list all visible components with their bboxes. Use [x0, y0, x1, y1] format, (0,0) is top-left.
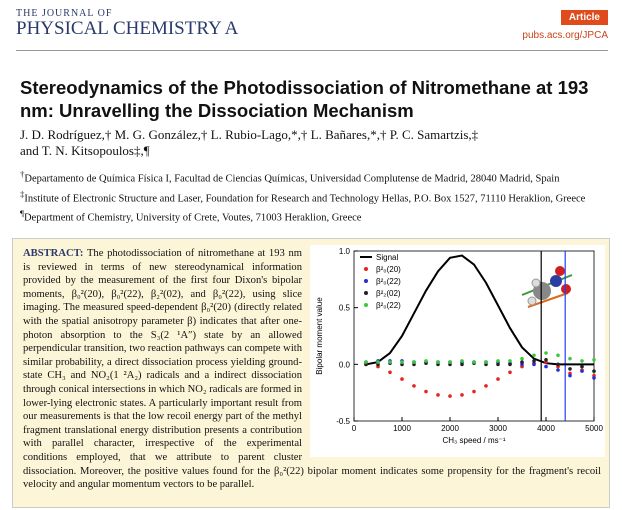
- data-point: [532, 362, 536, 367]
- data-point: [376, 360, 380, 364]
- data-point: [424, 389, 428, 394]
- x-tick-label: 1000: [393, 424, 411, 433]
- journal-url[interactable]: pubs.acs.org/JPCA: [522, 30, 608, 41]
- data-point: [436, 393, 440, 397]
- aff-mark: ‡: [20, 188, 25, 199]
- journal-top: THE JOURNAL OF: [16, 8, 113, 19]
- legend-label: β²₂(02): [376, 289, 401, 298]
- legend-swatch: [364, 303, 368, 307]
- data-point: [568, 367, 572, 371]
- abstract-label: ABSTRACT:: [23, 248, 84, 259]
- data-point: [472, 360, 476, 364]
- data-point: [544, 358, 548, 362]
- data-point: [520, 356, 524, 361]
- data-point: [580, 364, 584, 369]
- data-point: [592, 376, 596, 380]
- y-tick-label: 1.0: [339, 247, 351, 256]
- legend-label: β²₀(22): [376, 301, 401, 310]
- data-point: [388, 370, 392, 375]
- data-point: [496, 362, 500, 367]
- chart: -0.5 0.0 0.5 1.0 0 1000 2000 3000 4000 5000 CH₃ sp…: [315, 247, 603, 445]
- y-tick-label: 0.0: [339, 360, 351, 369]
- data-point: [568, 373, 572, 378]
- x-tick-label: 3000: [489, 424, 507, 433]
- data-point: [508, 359, 512, 363]
- data-point: [532, 353, 536, 358]
- journal-name: PHYSICAL CHEMISTRY A: [16, 18, 239, 39]
- data-point: [508, 362, 512, 367]
- data-point: [364, 360, 368, 364]
- legend-swatch: [364, 279, 368, 283]
- data-point: [388, 360, 392, 364]
- aff-mark: ¶: [20, 208, 24, 218]
- title: Stereodynamics of the Photodissociation …: [20, 77, 589, 121]
- data-point: [496, 377, 500, 381]
- authors: J. D. Rodríguez,† M. G. González,† L. Ru…: [20, 127, 610, 159]
- author-line: and T. N. Kitsopoulos‡,¶: [20, 143, 150, 158]
- data-point: [580, 369, 584, 373]
- data-point: [448, 360, 452, 364]
- abstract-text: The photodissociation of nitromethane at…: [23, 248, 601, 491]
- figure: -0.5 0.0 0.5 1.0 0 1000 2000 3000 4000 5000 CH₃ sp…: [310, 245, 605, 457]
- legend-swatch: [364, 267, 368, 271]
- data-point: [520, 360, 524, 364]
- data-point: [592, 369, 596, 373]
- abstract: -0.5 0.0 0.5 1.0 0 1000 2000 3000 4000 5000 CH₃ sp…: [12, 238, 610, 508]
- aff-text: Department of Chemistry, University of C…: [23, 212, 362, 224]
- aff-mark: †: [20, 169, 25, 179]
- aff-text: Departamento de Química Física I, Facult…: [24, 173, 560, 185]
- data-point: [448, 394, 452, 398]
- x-tick-label: 5000: [585, 424, 603, 433]
- x-tick-label: 2000: [441, 424, 459, 433]
- signal-line: [365, 254, 594, 366]
- x-axis-label: CH₃ speed / ms⁻¹: [442, 436, 505, 445]
- author-line: J. D. Rodríguez,† M. G. González,† L. Ru…: [20, 127, 479, 142]
- x-tick-label: 0: [352, 424, 357, 433]
- data-point: [400, 377, 404, 381]
- y-axis-label: Bipolar moment value: [315, 297, 324, 375]
- legend-label: β²₀(20): [376, 265, 401, 274]
- molecule-inset: [521, 266, 573, 308]
- data-point: [568, 356, 572, 361]
- y-tick-label: -0.5: [336, 417, 350, 426]
- rule: [16, 50, 608, 51]
- data-point: [460, 362, 464, 367]
- x-tick-label: 4000: [537, 424, 555, 433]
- data-point: [592, 358, 596, 362]
- data-point: [556, 368, 560, 372]
- data-point: [400, 360, 404, 364]
- affiliation: †Departamento de Química Física I, Facul…: [20, 167, 615, 187]
- data-point: [508, 370, 512, 375]
- data-point: [412, 384, 416, 388]
- data-point: [484, 360, 488, 364]
- y-tick-label: 0.5: [339, 304, 351, 313]
- aff-text: Institute of Electronic Structure and La…: [24, 193, 586, 204]
- data-point: [412, 360, 416, 364]
- data-point: [544, 351, 548, 355]
- legend-label: Signal: [376, 253, 398, 262]
- legend-swatch: [364, 291, 368, 295]
- data-point: [556, 362, 560, 367]
- affiliations: †Departamento de Química Física I, Facul…: [20, 167, 615, 226]
- data-point: [580, 359, 584, 363]
- data-point: [484, 384, 488, 388]
- affiliation: ¶Department of Chemistry, University of …: [20, 206, 615, 226]
- data-point: [460, 359, 464, 363]
- data-point: [460, 393, 464, 397]
- data-point: [496, 359, 500, 363]
- plot-frame: [353, 250, 595, 422]
- data-point: [532, 359, 536, 363]
- affiliation: ‡Institute of Electronic Structure and L…: [20, 187, 615, 207]
- data-point: [556, 353, 560, 358]
- data-point: [436, 360, 440, 364]
- data-point: [472, 389, 476, 394]
- data-point: [544, 364, 548, 369]
- article-badge: Article: [560, 10, 608, 25]
- data-point: [424, 359, 428, 363]
- legend-label: β²₀(22): [376, 277, 401, 286]
